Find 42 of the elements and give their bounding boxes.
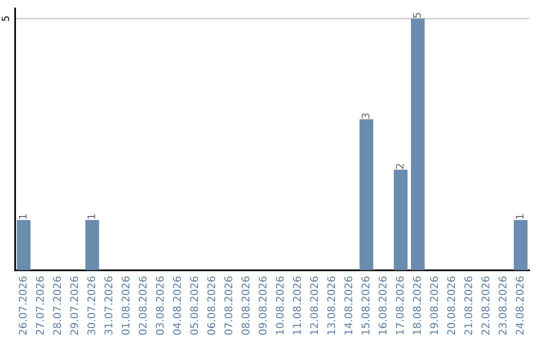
x-tick-label: 27.07.2026 [36, 276, 44, 335]
data-label: 2 [396, 164, 404, 169]
data-label: 1 [18, 214, 27, 219]
x-tick-label: 03.08.2026 [156, 276, 164, 335]
x-tick-label: 28.07.2026 [53, 276, 61, 335]
x-tick-label: 18.08.2026 [412, 276, 421, 334]
x-tick-label: 01.08.2026 [122, 276, 130, 335]
x-tick-label: 05.08.2026 [190, 276, 198, 335]
x-tick-label: 16.08.2026 [378, 276, 387, 334]
x-tick-label: 04.08.2026 [173, 276, 181, 335]
x-tick-label: 30.07.2026 [87, 276, 96, 335]
bar [360, 119, 374, 270]
data-label: 3 [362, 113, 370, 118]
x-tick-label: 26.07.2026 [18, 276, 27, 335]
x-tick-label: 07.08.2026 [224, 276, 232, 335]
bar [394, 170, 408, 270]
data-label: 1 [516, 214, 524, 219]
x-tick-label: 21.08.2026 [464, 276, 472, 335]
x-tick-label: 11.08.2026 [293, 276, 301, 334]
x-tick-label: 24.08.2026 [516, 276, 524, 335]
x-tick-label: 14.08.2026 [344, 276, 352, 334]
bar [85, 220, 100, 270]
x-tick-label: 31.07.2026 [104, 276, 112, 335]
x-tick-label: 08.08.2026 [242, 276, 250, 335]
x-tick-label: 12.08.2026 [310, 276, 318, 334]
data-label: 1 [88, 214, 96, 219]
bar [514, 220, 528, 270]
x-tick-label: 22.08.2026 [482, 276, 490, 335]
bar [410, 18, 425, 270]
x-tick-label: 10.08.2026 [276, 276, 284, 334]
x-tick-label: 13.08.2026 [327, 276, 336, 334]
x-tick-label: 06.08.2026 [207, 276, 216, 335]
x-tick-label: 23.08.2026 [498, 276, 507, 335]
x-tick-label: 19.08.2026 [430, 276, 438, 334]
data-label: 5 [413, 12, 421, 18]
bar [16, 220, 31, 270]
x-tick-label: 02.08.2026 [138, 276, 147, 335]
x-tick-label: 17.08.2026 [396, 276, 404, 334]
x-tick-label: 15.08.2026 [362, 276, 370, 334]
x-tick-label: 29.07.2026 [70, 276, 78, 335]
x-tick-label: 09.08.2026 [258, 276, 267, 335]
x-tick-label: 20.08.2026 [447, 276, 456, 335]
